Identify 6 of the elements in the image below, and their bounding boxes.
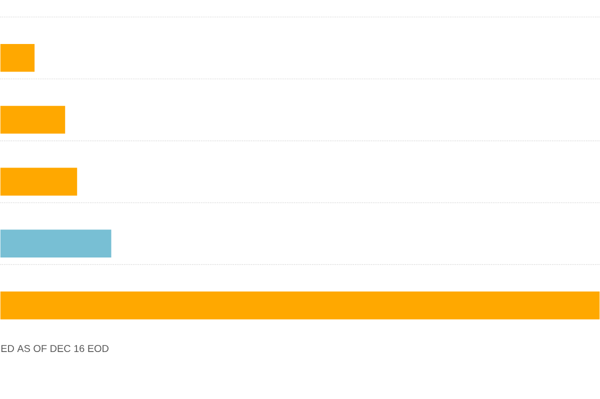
bar xyxy=(0,229,112,258)
bar xyxy=(0,291,600,320)
text: ED AS OF DEC 16 EOD xyxy=(1,344,108,352)
bar xyxy=(0,44,35,72)
bar xyxy=(0,167,78,196)
bar xyxy=(0,106,66,134)
